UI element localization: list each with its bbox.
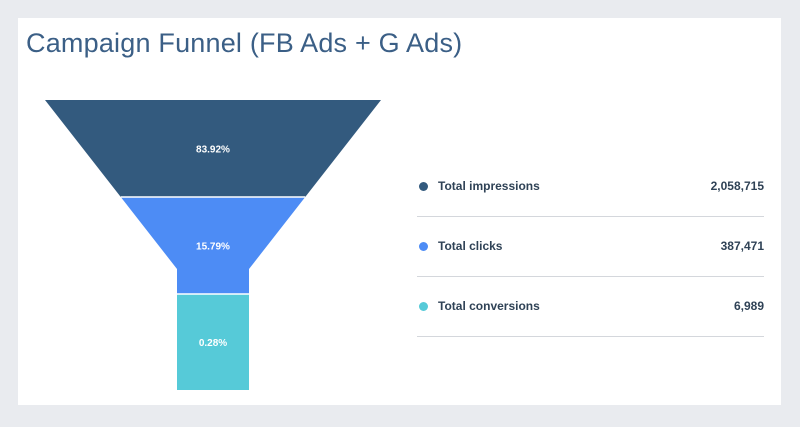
legend-dot-icon xyxy=(419,182,428,191)
legend-value: 2,058,715 xyxy=(710,179,764,193)
funnel-label-conversions: 0.28% xyxy=(199,338,227,349)
funnel-segment-impressions xyxy=(45,100,381,197)
funnel-label-clicks: 15.79% xyxy=(196,242,230,253)
legend-dot-icon xyxy=(419,302,428,311)
legend-label: Total clicks xyxy=(438,239,503,253)
legend-item-conversions: Total conversions 6,989 xyxy=(417,277,764,337)
funnel-chart: 83.92% 15.79% 0.28% xyxy=(45,100,381,390)
legend-item-impressions: Total impressions 2,058,715 xyxy=(417,157,764,217)
legend-label: Total impressions xyxy=(438,179,540,193)
legend-dot-icon xyxy=(419,242,428,251)
legend-value: 387,471 xyxy=(720,239,764,253)
legend-item-clicks: Total clicks 387,471 xyxy=(417,217,764,277)
chart-legend: Total impressions 2,058,715 Total clicks… xyxy=(417,157,764,337)
legend-label: Total conversions xyxy=(438,299,540,313)
legend-value: 6,989 xyxy=(733,299,764,313)
chart-title: Campaign Funnel (FB Ads + G Ads) xyxy=(26,28,463,58)
funnel-segment-conversions xyxy=(177,294,249,390)
funnel-segment-clicks xyxy=(120,197,306,294)
funnel-label-impressions: 83.92% xyxy=(196,145,230,156)
chart-card: Campaign Funnel (FB Ads + G Ads) 83.92% … xyxy=(18,18,781,405)
